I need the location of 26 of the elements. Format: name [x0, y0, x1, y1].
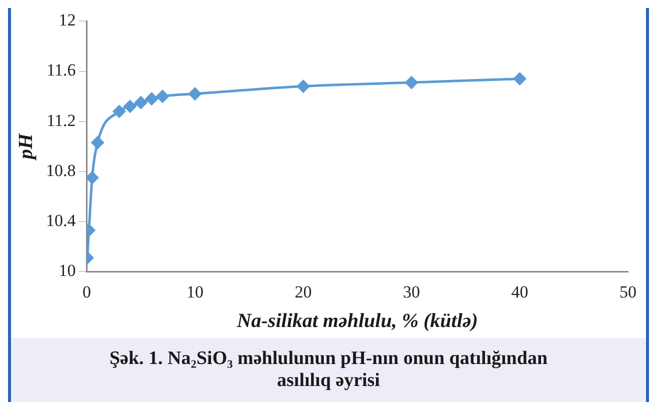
y-tick-label: 10.4 [46, 210, 76, 230]
point [156, 90, 169, 103]
x-axis-title: Na-silikat məhlulu, % (kütlə) [236, 310, 478, 332]
x-tick-label: 20 [294, 282, 312, 302]
y-tick-label: 12 [58, 10, 76, 30]
text: Şək. 1. Na₂SiO₃ məhlulunun pH-nın onun qatılığından asılılıq əyrisi [11, 338, 646, 402]
point [124, 100, 136, 113]
y-tick-label: 11.2 [46, 110, 76, 130]
y-tick-label: 10.8 [46, 160, 76, 180]
x-tick-label: 10 [186, 282, 204, 302]
x-tick-label: 30 [403, 282, 420, 302]
x-tick-label: 50 [620, 282, 636, 302]
point [514, 72, 526, 86]
point [145, 92, 158, 106]
point [405, 76, 418, 89]
x-tick-label: 0 [82, 282, 91, 302]
point [188, 88, 202, 100]
y-axis-title: pH [15, 132, 38, 162]
y-tick-label: 10 [58, 261, 76, 280]
point [134, 96, 148, 109]
point [112, 105, 126, 118]
point [297, 80, 310, 93]
point [86, 171, 98, 184]
point [91, 136, 104, 149]
x-tick-label: 40 [511, 282, 528, 302]
y-tick-label: 11.6 [46, 60, 76, 80]
